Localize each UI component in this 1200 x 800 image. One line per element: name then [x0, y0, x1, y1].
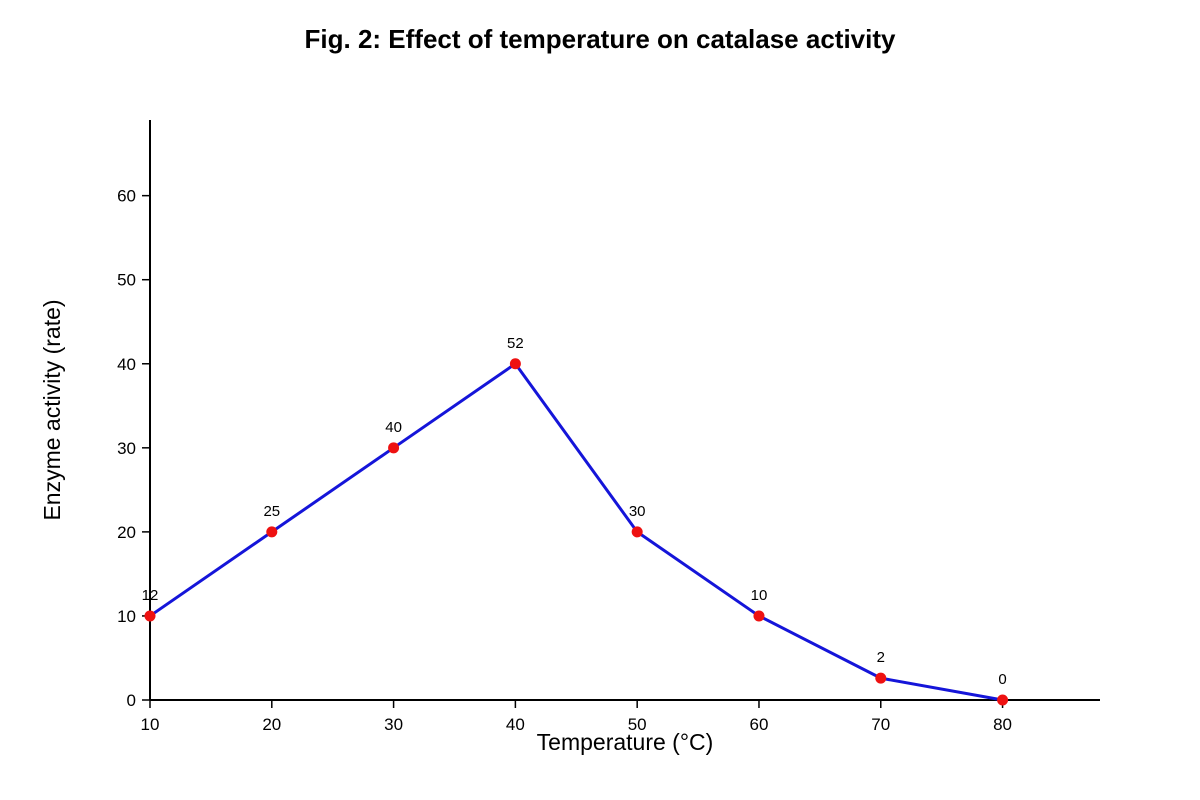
x-tick-label: 80	[993, 715, 1012, 734]
x-tick-label: 40	[506, 715, 525, 734]
data-label: 10	[751, 587, 768, 604]
data-point	[266, 526, 278, 538]
x-tick-label: 30	[384, 715, 403, 734]
data-point	[631, 526, 643, 538]
data-label: 40	[385, 419, 402, 436]
data-point	[388, 442, 400, 454]
y-axis-label: Enzyme activity (rate)	[39, 299, 65, 520]
y-tick-label: 10	[117, 607, 136, 626]
series-line	[149, 362, 1003, 702]
y-tick-label: 60	[117, 187, 136, 206]
data-label: 52	[507, 335, 524, 352]
y-tick-label: 50	[117, 271, 136, 290]
y-tick-label: 20	[117, 523, 136, 542]
x-axis-label: Temperature (°C)	[537, 729, 714, 755]
chart-title: Fig. 2: Effect of temperature on catalas…	[304, 24, 896, 54]
x-tick-label: 60	[750, 715, 769, 734]
data-point	[144, 610, 156, 622]
data-point	[875, 672, 887, 684]
y-tick-label: 30	[117, 439, 136, 458]
data-label: 30	[629, 503, 646, 520]
data-label: 12	[142, 587, 159, 604]
data-label: 0	[998, 671, 1006, 688]
x-tick-label: 20	[262, 715, 281, 734]
data-point	[753, 610, 765, 622]
x-tick-label: 50	[628, 715, 647, 734]
x-tick-label: 10	[141, 715, 160, 734]
plot-area: 12 25 40 52 30 10 2 0	[142, 335, 1009, 706]
y-tick-label: 40	[117, 355, 136, 374]
y-tick-label: 0	[127, 691, 136, 710]
x-tick-label: 70	[871, 715, 890, 734]
data-label: 2	[877, 649, 885, 666]
data-label: 25	[263, 503, 280, 520]
data-point	[997, 694, 1009, 706]
data-point	[509, 358, 521, 370]
